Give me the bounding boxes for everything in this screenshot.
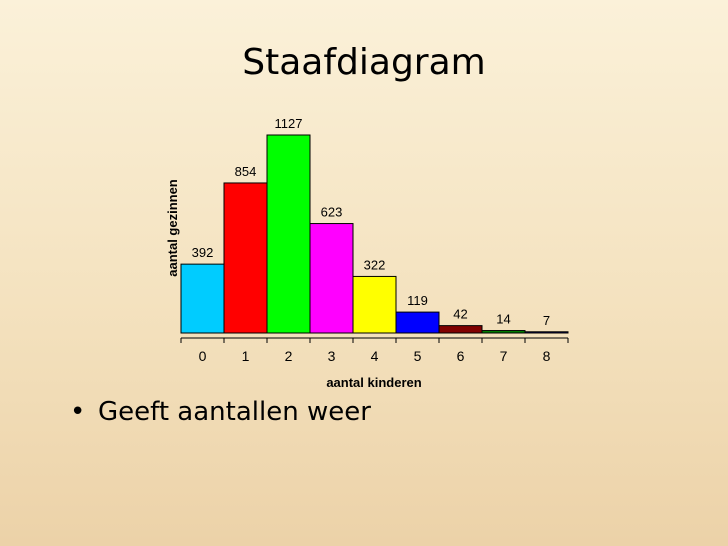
value-label-8: 7 — [543, 313, 550, 328]
x-tick-label-2: 2 — [285, 348, 293, 364]
slide-title: Staafdiagram — [242, 42, 486, 83]
x-tick-label-5: 5 — [414, 348, 422, 364]
bar-3 — [309, 223, 354, 334]
x-axis-title: aantal kinderen — [326, 375, 421, 390]
value-label-1: 854 — [235, 164, 257, 179]
value-label-4: 322 — [364, 257, 386, 272]
value-label-7: 14 — [496, 312, 510, 327]
bar-1 — [223, 182, 268, 334]
bar-4 — [352, 275, 397, 334]
bar-8 — [524, 331, 569, 334]
chart-bars — [180, 134, 569, 334]
x-axis-tick-labels: 0 1 2 3 4 5 6 7 8 — [199, 348, 551, 364]
bar-6 — [438, 325, 483, 334]
bar-0 — [180, 263, 225, 334]
x-tick-label-7: 7 — [500, 348, 508, 364]
bullet-dot-icon: • — [70, 397, 86, 427]
y-axis-title: aantal gezinnen — [165, 179, 180, 277]
bar-5 — [395, 311, 440, 334]
bullet-text: Geeft aantallen weer — [98, 397, 371, 427]
bar-7 — [481, 330, 526, 334]
x-tick-label-0: 0 — [199, 348, 207, 364]
x-tick-label-6: 6 — [457, 348, 465, 364]
x-tick-label-8: 8 — [543, 348, 551, 364]
x-tick-label-3: 3 — [328, 348, 336, 364]
x-tick-label-1: 1 — [242, 348, 250, 364]
value-label-2: 1127 — [275, 116, 303, 131]
value-label-0: 392 — [192, 245, 214, 260]
bullet-item: • Geeft aantallen weer — [70, 397, 371, 427]
bar-2 — [266, 134, 311, 334]
x-axis-ticks — [180, 338, 569, 343]
value-label-6: 42 — [453, 307, 467, 322]
value-label-3: 623 — [321, 205, 343, 220]
x-tick-label-4: 4 — [371, 348, 379, 364]
value-label-5: 119 — [407, 293, 428, 308]
chart-value-labels: 392 854 1127 623 322 119 42 14 7 — [192, 116, 550, 328]
